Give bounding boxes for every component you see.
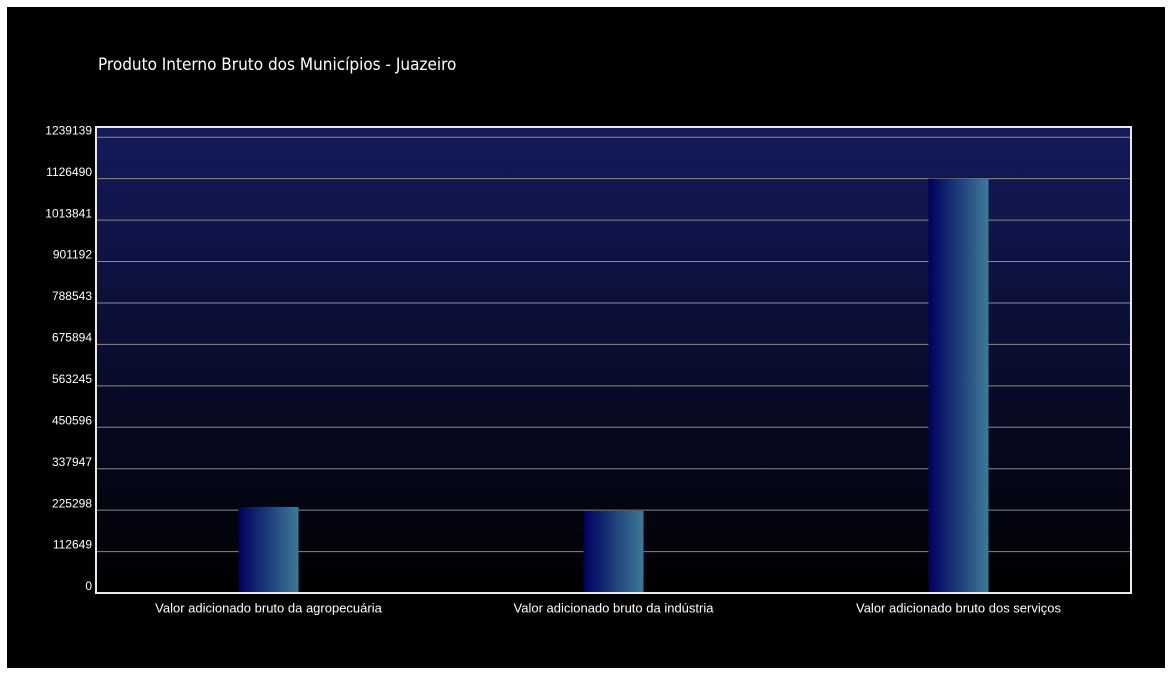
bar [928, 178, 989, 593]
y-tick-label: 225298 [52, 496, 92, 510]
y-tick-label: 0 [85, 579, 92, 593]
chart-title: Produto Interno Bruto dos Municípios - J… [98, 55, 456, 75]
plot-border [95, 126, 1132, 594]
y-tick-label: 901192 [53, 248, 92, 262]
y-tick-label: 112649 [53, 538, 92, 552]
y-tick-label: 675894 [52, 331, 92, 345]
y-tick-label: 788543 [52, 289, 92, 303]
y-tick-label: 1239139 [45, 123, 92, 137]
y-tick-label: 1126490 [46, 165, 92, 179]
x-tick-label: Valor adicionado bruto dos serviços [856, 600, 1061, 615]
bar [583, 510, 644, 593]
x-tick-label: Valor adicionado bruto da indústria [514, 600, 715, 615]
x-tick-label: Valor adicionado bruto da agropecuária [155, 600, 382, 615]
bar [238, 506, 299, 593]
y-tick-label: 563245 [52, 372, 92, 386]
y-tick-label: 450596 [52, 413, 92, 427]
y-tick-label: 337947 [52, 455, 92, 469]
y-tick-label: 1013841 [45, 206, 92, 220]
